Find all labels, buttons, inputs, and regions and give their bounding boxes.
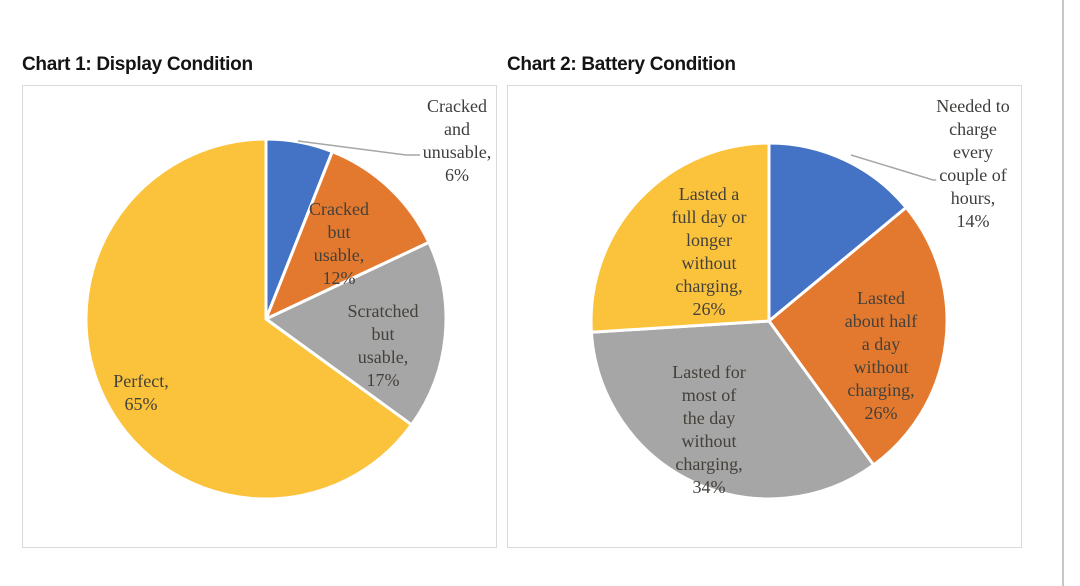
chart-2-plot-area: Needed to charge every couple of hours, … xyxy=(507,85,1022,548)
pie-data-label-perfect: Perfect, 65% xyxy=(113,370,169,414)
chart-1-pie xyxy=(84,137,448,501)
chart-1-display-condition: Chart 1: Display Condition Cracked and u… xyxy=(22,0,497,586)
pie-slice-cracked-but-usable xyxy=(263,149,431,322)
pie-data-label-cracked-but-usable: Cracked but usable, 12% xyxy=(309,198,369,288)
pie-slice-lasted-for-most-of-the-day-without-charging xyxy=(589,319,876,501)
pie-data-label-cracked-and-unusable: Cracked and unusable, 6% xyxy=(422,94,492,187)
pie-slice-lasted-about-half-a-day-without-charging xyxy=(766,205,949,468)
pie-slice-lasted-a-full-day-or-longer-without-charging xyxy=(589,141,771,334)
chart-2-pie xyxy=(589,141,949,501)
pie-slice-scratched-but-usable xyxy=(263,240,448,427)
pie-data-label-lasted-about-half-a-day-without-charging: Lasted about half a day without charging… xyxy=(844,287,918,423)
pie-slice-perfect xyxy=(84,137,414,501)
pie-data-label-lasted-for-most-of-the-day-without-charging: Lasted for most of the day without charg… xyxy=(672,361,746,497)
chart-2-battery-condition: Chart 2: Battery Condition Needed to cha… xyxy=(507,0,1022,586)
pie-data-label-scratched-but-usable: Scratched but usable, 17% xyxy=(347,300,419,390)
page-divider-line xyxy=(1062,0,1064,586)
pie-slice-needed-to-charge-every-couple-of-hours xyxy=(767,141,909,325)
chart-2-title: Chart 2: Battery Condition xyxy=(507,54,736,75)
pie-data-label-lasted-a-full-day-or-longer-without-charging: Lasted a full day or longer without char… xyxy=(671,183,747,319)
chart-1-title: Chart 1: Display Condition xyxy=(22,54,253,75)
chart-1-plot-area: Cracked and unusable, 6% Cracked but usab… xyxy=(22,85,497,548)
leader-line-cracked-and-unusable xyxy=(297,140,420,156)
pie-data-label-needed-to-charge-every-couple-of-hours: Needed to charge every couple of hours, … xyxy=(936,94,1010,233)
